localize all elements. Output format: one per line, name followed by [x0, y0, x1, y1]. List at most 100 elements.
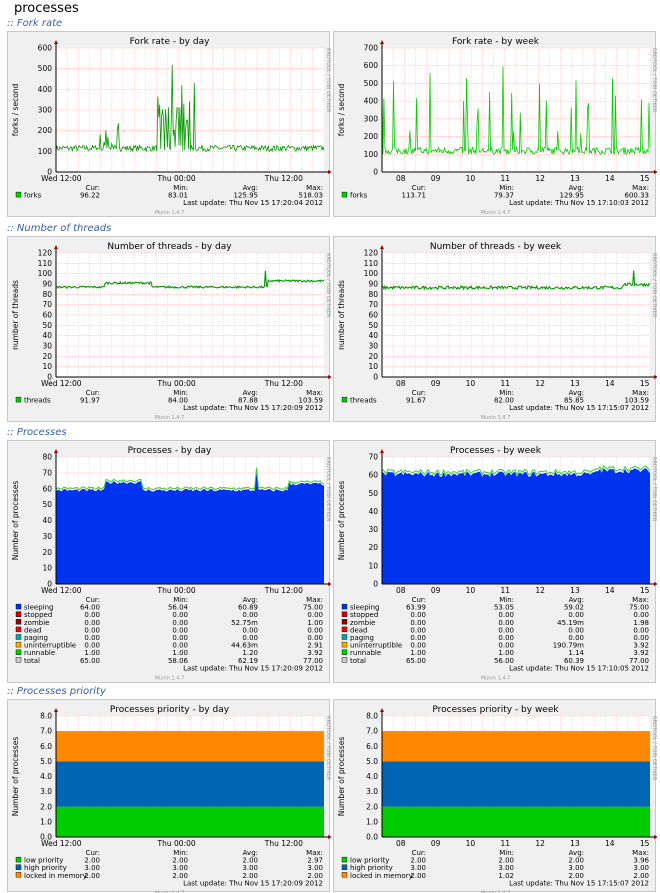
legend-value: 103.59 [625, 397, 650, 405]
y-axis-label: Number of processes [11, 481, 20, 561]
y-tick-label: 30 [368, 525, 378, 534]
legend-value: 58.06 [168, 657, 189, 665]
y-arrow [54, 40, 58, 44]
legend-value: 1.00 [172, 649, 188, 657]
legend-value: 2.00 [568, 857, 584, 865]
graph-fork-rate-week[interactable]: Fork rate - by week RRDTOOL / TOBI OETIKE… [333, 31, 657, 217]
graph-canvas: Processes priority - by week RRDTOOL / TO… [337, 705, 657, 893]
x-tick-label: 14 [605, 839, 615, 848]
graph-processes-day[interactable]: Processes - by day RRDTOOL / TOBI OETIKER… [7, 440, 331, 683]
y-tick-label: 0 [47, 373, 52, 382]
legend-name: total [350, 657, 366, 665]
legend-value: 3.00 [498, 864, 514, 872]
legend-header: Max: [306, 184, 323, 192]
legend-swatch [15, 626, 22, 633]
legend-header: Max: [632, 389, 649, 397]
legend-value: 190.79m [553, 642, 584, 650]
legend-value: 0.00 [410, 611, 426, 619]
x-tick-label: Thu 00:00 [157, 586, 196, 595]
section-title-processes-priority[interactable]: :: Processes priority [7, 686, 106, 697]
legend-header: Max: [306, 849, 323, 857]
y-tick-label: 0 [373, 373, 378, 382]
x-tick-label: 09 [431, 174, 441, 183]
last-update: Last update: Thu Nov 15 17:10:05 2012 [509, 664, 649, 672]
y-tick-label: 400 [364, 97, 379, 106]
legend-value: 0.00 [498, 634, 514, 642]
legend-value: 0.00 [84, 642, 100, 650]
legend-swatch [341, 872, 348, 878]
legend-header: Min: [499, 389, 514, 397]
x-tick-label: 08 [396, 839, 406, 848]
y-tick-label: 30 [368, 342, 378, 351]
munin-version: Munin 1.4.7 [481, 675, 511, 681]
x-tick-label: 13 [570, 586, 580, 595]
high-priority-area [56, 761, 324, 807]
graph-canvas: Processes - by week RRDTOOL / TOBI OETIKE… [337, 446, 657, 681]
y-tick-label: 80 [42, 453, 52, 462]
legend-value: 0.00 [498, 611, 514, 619]
y-tick-label: 80 [368, 290, 378, 299]
legend-name: zombie [350, 619, 375, 627]
graph-threads-week[interactable]: Number of threads - by week RRDTOOL / TOB… [333, 236, 657, 422]
legend-name: sleeping [24, 604, 53, 612]
y-tick-label: 0 [373, 580, 378, 589]
runnable-line [381, 465, 651, 476]
x-tick-label: 09 [431, 379, 441, 388]
x-arrow [328, 170, 331, 174]
graph-priority-week[interactable]: Processes priority - by week RRDTOOL / TO… [333, 699, 657, 893]
legend-header: Cur: [412, 849, 426, 857]
legend-name: threads [24, 397, 51, 405]
legend-value: 56.04 [168, 604, 189, 612]
section-title-fork-rate[interactable]: :: Fork rate [7, 18, 63, 29]
graph-fork-rate-day[interactable]: Fork rate - by day RRDTOOL / TOBI OETIKER… [7, 31, 331, 217]
legend-swatch [15, 657, 22, 663]
legend-name: dead [350, 626, 367, 634]
x-tick-label: 14 [605, 379, 615, 388]
legend-header: Min: [173, 849, 188, 857]
x-tick-label: Thu 00:00 [157, 174, 196, 183]
legend-value: 0.00 [307, 634, 323, 642]
legend-swatch [15, 619, 22, 625]
y-tick-label: 500 [364, 79, 379, 88]
legend-value: 3.00 [410, 864, 426, 872]
y-tick-label: 8.0 [366, 712, 378, 721]
legend-swatch [15, 649, 22, 655]
legend-value: 0.00 [84, 619, 100, 627]
last-update: Last update: Thu Nov 15 17:20:09 2012 [183, 404, 323, 412]
legend-value: 77.00 [303, 657, 323, 665]
legend-swatch [15, 856, 22, 863]
y-axis-label: forks / second [11, 83, 20, 136]
legend-value: 0.00 [172, 611, 188, 619]
y-tick-label: 600 [38, 44, 53, 53]
legend-value: 65.00 [80, 657, 100, 665]
legend-value: 518.03 [299, 192, 324, 200]
legend-value: 3.92 [633, 642, 649, 650]
low-priority-area [382, 806, 650, 837]
graph-threads-day[interactable]: Number of threads - by day RRDTOOL / TOBI… [7, 236, 331, 422]
legend-value: 60.39 [564, 657, 584, 665]
legend-value: 59.02 [564, 604, 584, 612]
x-arrow [654, 835, 657, 839]
legend-header: Max: [306, 596, 323, 604]
y-axis-label: forks / second [337, 83, 346, 136]
y-tick-label: 400 [38, 85, 53, 94]
section-title-processes[interactable]: :: Processes [7, 427, 67, 438]
section-title-number-of-threads[interactable]: :: Number of threads [7, 223, 112, 234]
legend-value: 125.95 [234, 192, 259, 200]
y-arrow [380, 449, 384, 453]
legend-value: 1.20 [242, 649, 258, 657]
legend-name: runnable [24, 649, 55, 657]
graph-processes-week[interactable]: Processes - by week RRDTOOL / TOBI OETIKE… [333, 440, 657, 683]
graph-priority-day[interactable]: Processes priority - by day RRDTOOL / TOB… [7, 699, 331, 893]
y-tick-label: 40 [368, 331, 378, 340]
legend-value: 2.00 [568, 872, 584, 880]
legend-value: 129.95 [560, 192, 585, 200]
y-axis-label: Number of processes [337, 737, 346, 817]
y-tick-label: 20 [368, 543, 378, 552]
x-tick-label: 11 [501, 379, 511, 388]
legend-name: high priority [24, 864, 67, 872]
x-tick-label: 13 [570, 379, 580, 388]
high-priority-area [382, 761, 650, 807]
legend-value: 0.00 [172, 619, 188, 627]
last-update: Last update: Thu Nov 15 17:15:07 2012 [509, 404, 649, 412]
